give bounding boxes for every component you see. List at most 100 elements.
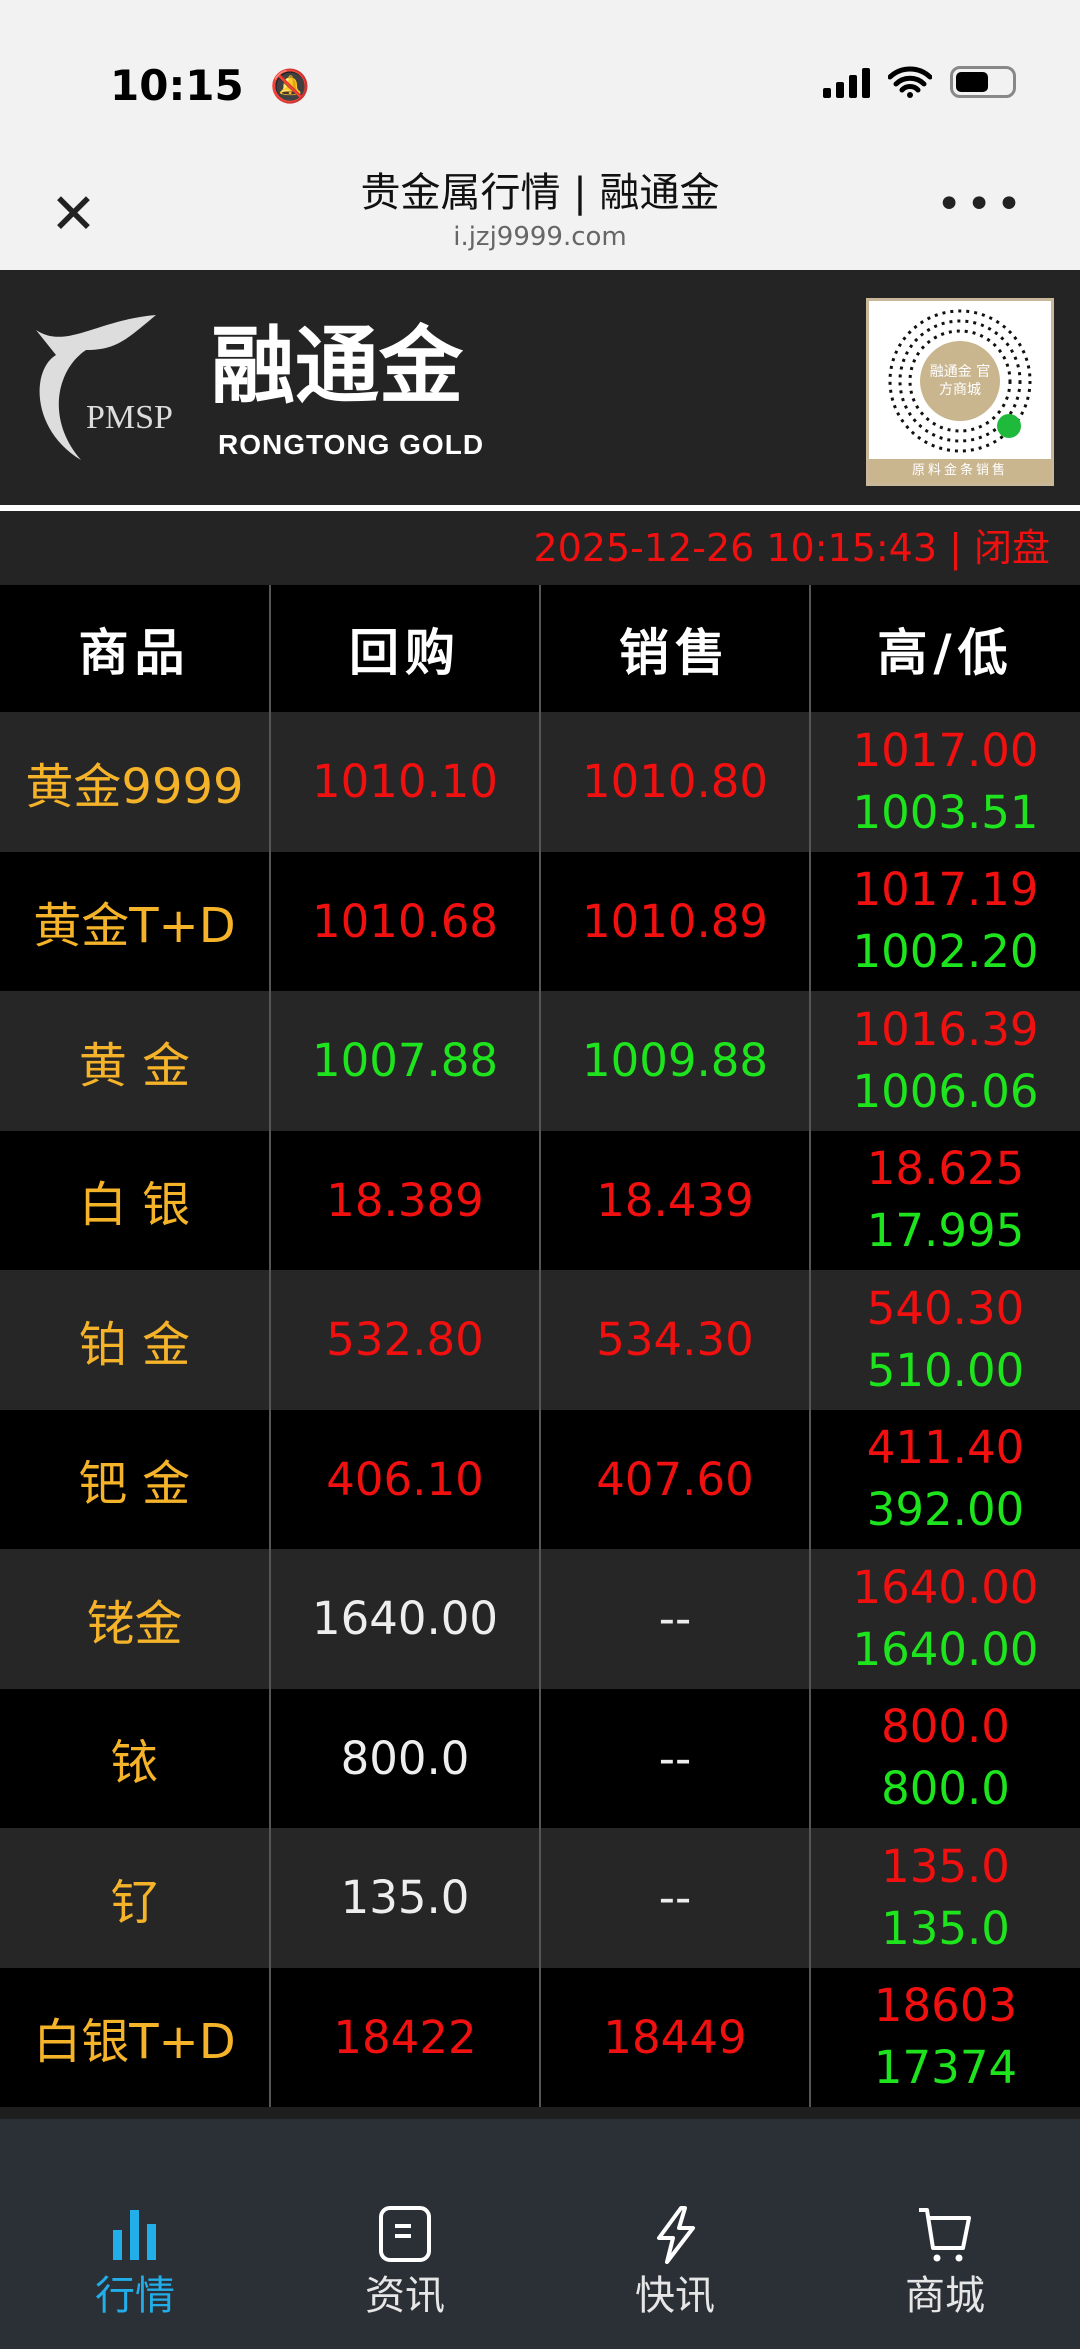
nav-flash[interactable]: 快讯 — [540, 2119, 810, 2349]
high-price: 1017.19 — [852, 863, 1039, 917]
sell-price: 1010.80 — [539, 712, 810, 852]
table-row[interactable]: 黄金T+D 1010.68 1010.89 1017.19 1002.20 — [0, 851, 1080, 991]
high-low: 1017.00 1003.51 — [809, 712, 1080, 852]
bell-muted-icon: 🔕 — [270, 67, 310, 105]
product-name: 钌 — [0, 1828, 270, 1968]
cart-icon — [919, 2208, 971, 2262]
close-icon[interactable]: ✕ — [50, 182, 97, 247]
high-price: 540.30 — [866, 1281, 1025, 1335]
sell-price: -- — [539, 1828, 810, 1968]
high-price: 1017.00 — [852, 723, 1039, 777]
high-low: 1016.39 1006.06 — [809, 991, 1080, 1131]
status-time: 10:15 — [110, 61, 244, 110]
high-price: 1640.00 — [852, 1560, 1039, 1614]
high-low: 18.625 17.995 — [809, 1130, 1080, 1270]
nav-label: 行情 — [95, 2273, 175, 2319]
buy-price: 1010.10 — [269, 712, 540, 852]
high-price: 18.625 — [866, 1142, 1025, 1196]
table-row[interactable]: 黄金9999 1010.10 1010.80 1017.00 1003.51 — [0, 712, 1080, 852]
qr-code[interactable]: 融通金 官方商城 原料金条销售 — [866, 298, 1054, 486]
buy-price: 1010.68 — [269, 851, 540, 991]
rongtong-logo: PMSP 融通金 RONGTONG GOLD — [26, 310, 516, 470]
column-header: 商品 — [0, 585, 270, 712]
date-status: 2025-12-26 10:15:43 | 闭盘 — [0, 511, 1080, 585]
price-table: 商品 回购 销售 高/低 黄金9999 1010.10 1010.80 1017.00… — [0, 585, 1080, 2107]
high-low: 411.40 392.00 — [809, 1409, 1080, 1549]
buy-price: 1640.00 — [269, 1549, 540, 1689]
high-low: 18603 17374 — [809, 1967, 1080, 2107]
table-row[interactable]: 白 银 18.389 18.439 18.625 17.995 — [0, 1130, 1080, 1270]
low-price: 1006.06 — [852, 1064, 1039, 1118]
sell-price: 1010.89 — [539, 851, 810, 991]
more-icon[interactable]: ••• — [936, 179, 1026, 230]
product-name: 铱 — [0, 1688, 270, 1828]
low-price: 392.00 — [866, 1483, 1025, 1537]
document-icon — [379, 2206, 431, 2262]
page-title: 贵金属行情 | 融通金 — [360, 170, 720, 216]
status-icons — [823, 66, 1016, 98]
high-price: 411.40 — [866, 1421, 1025, 1475]
high-price: 18603 — [873, 1979, 1018, 2033]
buy-price: 1007.88 — [269, 991, 540, 1131]
divider — [0, 2107, 1080, 2119]
product-name: 黄金T+D — [0, 851, 270, 991]
sell-price: 534.30 — [539, 1270, 810, 1410]
table-row[interactable]: 黄 金 1007.88 1009.88 1016.39 1006.06 — [0, 991, 1080, 1131]
buy-price: 18.389 — [269, 1130, 540, 1270]
qr-caption: 原料金条销售 — [869, 459, 1051, 483]
nav-market[interactable]: 行情 — [0, 2119, 270, 2349]
nav-shop[interactable]: 商城 — [810, 2119, 1080, 2349]
lightning-icon — [657, 2206, 695, 2264]
buy-price: 18422 — [269, 1967, 540, 2107]
table-row[interactable]: 铱 800.0 -- 800.0 800.0 — [0, 1688, 1080, 1828]
wifi-icon — [888, 66, 932, 98]
low-price: 17374 — [873, 2041, 1018, 2095]
column-header: 销售 — [539, 585, 810, 712]
column-header: 高/低 — [809, 585, 1080, 712]
table-row[interactable]: 钯 金 406.10 407.60 411.40 392.00 — [0, 1409, 1080, 1549]
high-price: 800.0 — [881, 1700, 1010, 1754]
low-price: 1002.20 — [852, 925, 1039, 979]
battery-icon — [950, 66, 1016, 98]
page-url: i.jzj9999.com — [453, 222, 627, 252]
nav-label: 商城 — [905, 2273, 985, 2319]
nav-label: 资讯 — [365, 2273, 445, 2319]
high-low: 1017.19 1002.20 — [809, 851, 1080, 991]
low-price: 1003.51 — [852, 785, 1039, 839]
column-header: 回购 — [269, 585, 540, 712]
sell-price: 1009.88 — [539, 991, 810, 1131]
logo-subtitle: RONGTONG GOLD — [218, 429, 485, 460]
sell-price: 407.60 — [539, 1409, 810, 1549]
divider — [0, 505, 1080, 511]
buy-price: 406.10 — [269, 1409, 540, 1549]
product-name: 黄金9999 — [0, 712, 270, 852]
sell-price: 18449 — [539, 1967, 810, 2107]
table-row[interactable]: 钌 135.0 -- 135.0 135.0 — [0, 1828, 1080, 1968]
high-price: 1016.39 — [852, 1002, 1039, 1056]
product-name: 铑金 — [0, 1549, 270, 1689]
nav-news[interactable]: 资讯 — [270, 2119, 540, 2349]
sell-price: -- — [539, 1549, 810, 1689]
product-name: 白银T+D — [0, 1967, 270, 2107]
high-low: 800.0 800.0 — [809, 1688, 1080, 1828]
dragon-logo-icon — [36, 315, 156, 460]
low-price: 17.995 — [866, 1204, 1025, 1258]
buy-price: 135.0 — [269, 1828, 540, 1968]
bottom-nav: 行情 资讯 快讯 商城 — [0, 2119, 1080, 2349]
buy-price: 800.0 — [269, 1688, 540, 1828]
bar-chart-icon — [113, 2210, 156, 2260]
low-price: 135.0 — [881, 1901, 1010, 1955]
browser-header: 10:15 🔕 ✕ 贵金属行情 | 融通金 i.jzj9999.com ••• — [0, 0, 1080, 270]
qr-center-label: 融通金 官方商城 — [920, 341, 1000, 421]
table-row[interactable]: 白银T+D 18422 18449 18603 17374 — [0, 1967, 1080, 2107]
table-row[interactable]: 铑金 1640.00 -- 1640.00 1640.00 — [0, 1549, 1080, 1689]
signal-icon — [823, 66, 870, 98]
low-price: 1640.00 — [852, 1622, 1039, 1676]
sell-price: -- — [539, 1688, 810, 1828]
product-name: 白 银 — [0, 1130, 270, 1270]
table-row[interactable]: 铂 金 532.80 534.30 540.30 510.00 — [0, 1270, 1080, 1410]
high-low: 1640.00 1640.00 — [809, 1549, 1080, 1689]
low-price: 510.00 — [866, 1343, 1025, 1397]
sell-price: 18.439 — [539, 1130, 810, 1270]
high-price: 135.0 — [881, 1839, 1010, 1893]
